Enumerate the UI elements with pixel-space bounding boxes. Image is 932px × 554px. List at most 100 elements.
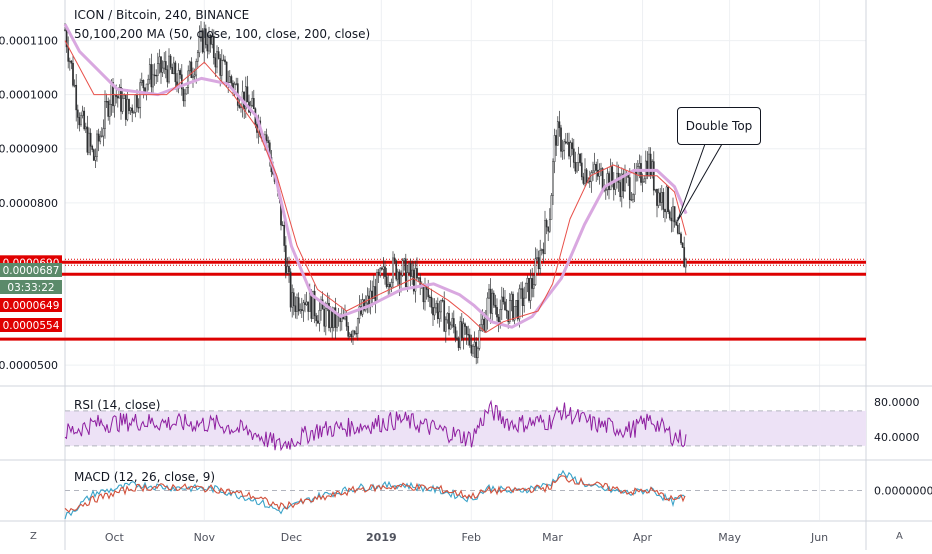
candle-body xyxy=(112,82,114,107)
candle-body xyxy=(97,133,100,142)
x-tick-label-may: May xyxy=(718,531,741,544)
candle-body xyxy=(73,84,76,87)
candle-body xyxy=(456,337,458,340)
double-top-callout: Double Top xyxy=(677,107,761,145)
candle-body xyxy=(129,107,132,112)
candle-body xyxy=(489,288,492,314)
candle-body xyxy=(267,140,270,144)
candle-body xyxy=(488,288,490,299)
candle-body xyxy=(177,70,180,89)
candle-body xyxy=(560,127,562,152)
candle-body xyxy=(380,267,383,270)
rsi-tick-label: 40.0000 xyxy=(874,431,920,444)
candle-body xyxy=(123,95,126,99)
candle-body xyxy=(68,60,71,63)
candle-body xyxy=(435,303,438,309)
candle-body xyxy=(131,107,134,113)
candle-body xyxy=(168,55,170,83)
auto-scale-button[interactable]: A xyxy=(896,531,903,542)
candle-body xyxy=(627,175,630,178)
candle-body xyxy=(118,87,121,99)
candle-body xyxy=(128,98,130,112)
candle-body xyxy=(524,282,527,299)
candle-body xyxy=(252,98,255,110)
candle-body xyxy=(678,232,681,235)
price-tick-label: 0.0000900 xyxy=(0,143,58,156)
macd-signal-line xyxy=(64,475,686,513)
candle-body xyxy=(510,293,513,301)
candle-body xyxy=(115,94,118,97)
candle-body xyxy=(137,107,140,109)
candle-body xyxy=(628,177,631,200)
candle-body xyxy=(292,292,295,307)
candle-body xyxy=(619,182,622,198)
candle-body xyxy=(371,290,374,299)
candle-body xyxy=(169,55,172,68)
candle-body xyxy=(318,310,321,324)
candle-body xyxy=(577,153,580,163)
candle-body xyxy=(233,83,236,91)
candle-body xyxy=(76,109,79,118)
candle-body xyxy=(161,67,164,73)
rsi-legend: RSI (14, close) xyxy=(74,398,160,412)
callout-pointer xyxy=(676,143,723,222)
candle-body xyxy=(468,334,471,346)
candle-body xyxy=(580,162,583,178)
candle-body xyxy=(518,288,521,320)
candle-body xyxy=(608,173,610,191)
candle-body xyxy=(656,188,658,206)
candle-body xyxy=(467,334,470,336)
x-tick-label-apr: Apr xyxy=(633,531,653,544)
candle-body xyxy=(353,330,356,334)
candle-body xyxy=(153,74,156,76)
candle-body xyxy=(208,35,210,52)
candle-body xyxy=(651,161,654,176)
candle-body xyxy=(136,94,138,108)
candle-body xyxy=(70,60,73,64)
candle-body xyxy=(494,304,497,308)
candle-body xyxy=(411,269,414,277)
candle-body xyxy=(544,220,546,254)
candle-body xyxy=(200,30,202,37)
candle-body xyxy=(483,318,486,332)
macd-legend: MACD (12, 26, close, 9) xyxy=(74,470,215,484)
candle-body xyxy=(286,266,289,274)
candle-body xyxy=(246,86,249,103)
candle-body xyxy=(499,309,502,323)
candle-body xyxy=(443,300,446,332)
candle-body xyxy=(206,44,209,52)
rsi-band xyxy=(65,410,866,446)
candle-body xyxy=(620,173,623,198)
candle-body xyxy=(646,160,649,176)
candle-body xyxy=(220,59,223,76)
candle-body xyxy=(542,249,545,254)
candle-body xyxy=(182,88,185,102)
candle-body xyxy=(500,296,503,310)
candle-body xyxy=(667,186,670,213)
candle-body xyxy=(504,301,506,311)
candle-body xyxy=(531,278,534,289)
candle-body xyxy=(163,61,166,69)
candle-body xyxy=(459,321,462,348)
zoom-button[interactable]: Z xyxy=(30,531,37,542)
candle-body xyxy=(345,316,348,327)
candle-body xyxy=(665,186,668,213)
candle-body xyxy=(400,274,402,285)
candle-body xyxy=(396,271,399,280)
candle-body xyxy=(96,133,98,157)
candle-body xyxy=(281,224,284,227)
candle-body xyxy=(190,61,193,78)
candle-body xyxy=(398,271,401,285)
candle-body xyxy=(545,220,548,228)
candle-body xyxy=(576,162,578,172)
candle-body xyxy=(419,277,422,286)
candle-body xyxy=(593,164,596,172)
candle-body xyxy=(315,315,318,322)
price-label-bg xyxy=(0,298,62,312)
candle-body xyxy=(86,126,89,153)
candle-body xyxy=(72,62,74,86)
candle-body xyxy=(462,323,465,339)
candle-body xyxy=(377,271,380,276)
